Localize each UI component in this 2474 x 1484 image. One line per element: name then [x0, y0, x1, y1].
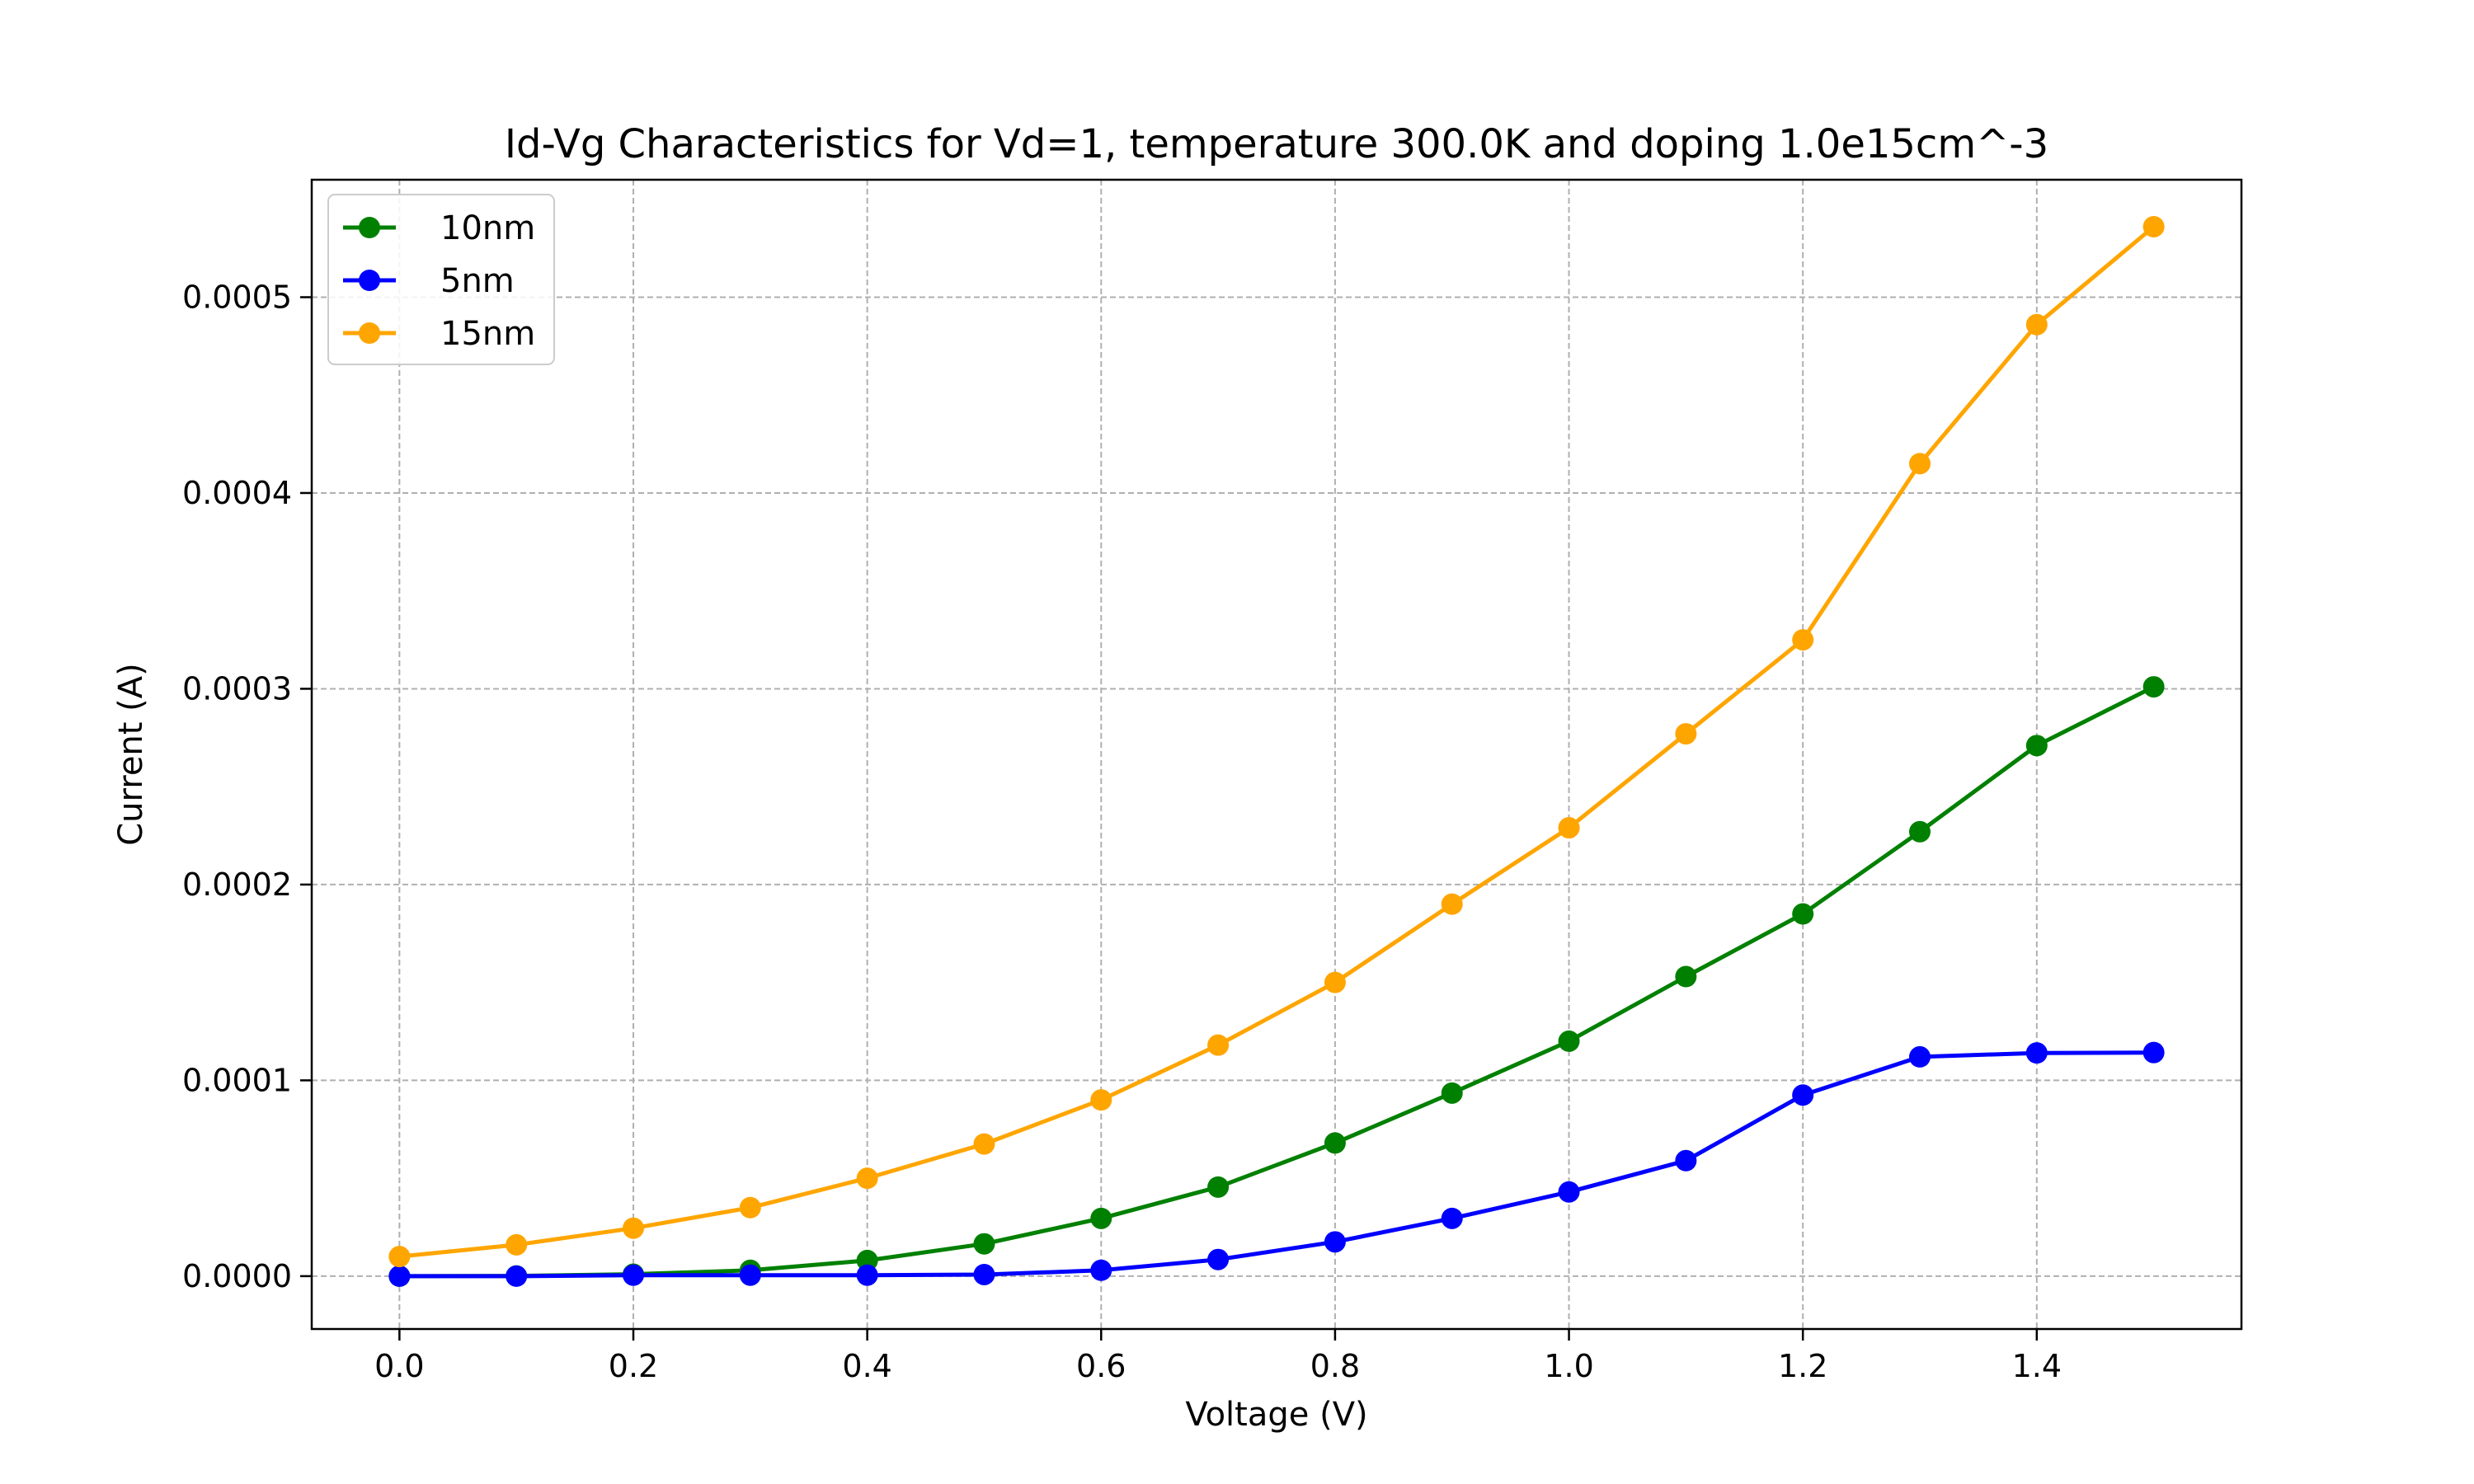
- legend-item: 10nm: [343, 209, 535, 247]
- data-point-15nm: [856, 1167, 878, 1190]
- data-point-10nm: [1207, 1176, 1230, 1198]
- data-point-5nm: [1909, 1045, 1931, 1068]
- data-point-10nm: [1909, 820, 1931, 843]
- data-point-5nm: [623, 1264, 644, 1286]
- legend-marker: [359, 270, 380, 291]
- legend-label: 5nm: [440, 262, 515, 300]
- data-point-10nm: [1792, 903, 1814, 925]
- data-point-10nm: [1441, 1082, 1463, 1104]
- legend: 10nm 5nm 15nm: [327, 194, 555, 365]
- data-point-5nm: [506, 1265, 528, 1287]
- x-tick-label: 0.2: [609, 1348, 658, 1384]
- data-point-5nm: [973, 1263, 995, 1285]
- series-line-10nm: [399, 684, 2155, 1279]
- x-axis-label: Voltage (V): [1185, 1396, 1367, 1434]
- x-tick-label: 0.0: [374, 1348, 424, 1384]
- legend-marker: [359, 217, 380, 238]
- x-tick-label: 0.8: [1310, 1348, 1360, 1384]
- data-point-15nm: [1792, 629, 1814, 651]
- data-point-10nm: [1675, 965, 1697, 988]
- plot-frame: [310, 178, 2243, 1331]
- data-point-5nm: [2142, 1041, 2165, 1064]
- data-point-10nm: [1090, 1207, 1112, 1229]
- y-tick-label: 0.0005: [182, 279, 292, 315]
- data-point-10nm: [1558, 1030, 1580, 1052]
- x-tick-label: 1.2: [1778, 1348, 1827, 1384]
- data-point-15nm: [1675, 723, 1697, 745]
- x-tick-label: 1.0: [1544, 1348, 1593, 1384]
- series-5nm: [388, 1041, 2165, 1287]
- legend-item: 5nm: [343, 262, 515, 300]
- data-point-5nm: [1207, 1248, 1230, 1270]
- data-point-15nm: [1324, 971, 1346, 993]
- data-point-10nm: [856, 1249, 878, 1271]
- data-point-15nm: [2025, 313, 2048, 336]
- series-line-5nm: [399, 1050, 2154, 1279]
- y-axis-ticks: 0.0000 0.0001 0.0002 0.0003 0.0004 0.0005: [182, 279, 312, 1294]
- data-point-5nm: [739, 1264, 761, 1286]
- series-15nm: [388, 215, 2165, 1268]
- data-point-5nm: [856, 1264, 878, 1286]
- data-point-15nm: [623, 1217, 644, 1239]
- data-point-15nm: [1207, 1034, 1230, 1056]
- legend-item: 15nm: [343, 315, 535, 353]
- legend-box: [327, 194, 555, 365]
- data-point-5nm: [1324, 1231, 1346, 1253]
- data-point-15nm: [388, 1246, 411, 1268]
- legend-marker: [359, 322, 380, 344]
- data-point-5nm: [1558, 1181, 1580, 1203]
- series-layer: [388, 215, 2165, 1287]
- data-point-10nm: [2025, 735, 2048, 757]
- data-point-15nm: [1909, 453, 1931, 475]
- data-point-15nm: [1558, 817, 1580, 839]
- data-point-5nm: [1441, 1207, 1463, 1229]
- x-tick-label: 0.6: [1076, 1348, 1126, 1384]
- data-point-15nm: [1441, 893, 1463, 915]
- x-axis-ticks: 0.0 0.2 0.4 0.6 0.8 1.0 1.2 1.4: [374, 1329, 2062, 1384]
- data-point-10nm: [1324, 1132, 1346, 1154]
- data-point-5nm: [1675, 1149, 1697, 1172]
- data-point-5nm: [1792, 1084, 1814, 1106]
- data-point-15nm: [506, 1233, 528, 1256]
- data-point-10nm: [2142, 676, 2165, 698]
- x-tick-label: 0.4: [842, 1348, 891, 1384]
- chart-title: Id-Vg Characteristics for Vd=1, temperat…: [505, 121, 2048, 167]
- data-point-5nm: [1090, 1259, 1112, 1281]
- legend-label: 15nm: [440, 315, 535, 353]
- data-point-5nm: [2025, 1042, 2048, 1064]
- data-point-15nm: [2142, 215, 2165, 237]
- data-point-15nm: [1090, 1089, 1112, 1111]
- data-point-10nm: [973, 1233, 995, 1255]
- x-tick-label: 1.4: [2012, 1348, 2062, 1384]
- data-point-15nm: [739, 1196, 761, 1219]
- y-tick-label: 0.0001: [182, 1062, 292, 1098]
- y-axis-label: Current (A): [112, 663, 150, 846]
- legend-label: 10nm: [440, 209, 535, 247]
- y-tick-label: 0.0000: [182, 1258, 292, 1294]
- y-tick-label: 0.0003: [182, 670, 292, 707]
- y-tick-label: 0.0004: [182, 475, 292, 511]
- data-point-5nm: [388, 1265, 411, 1287]
- y-tick-label: 0.0002: [182, 866, 292, 903]
- series-line-15nm: [399, 225, 2156, 1259]
- data-point-15nm: [973, 1133, 995, 1155]
